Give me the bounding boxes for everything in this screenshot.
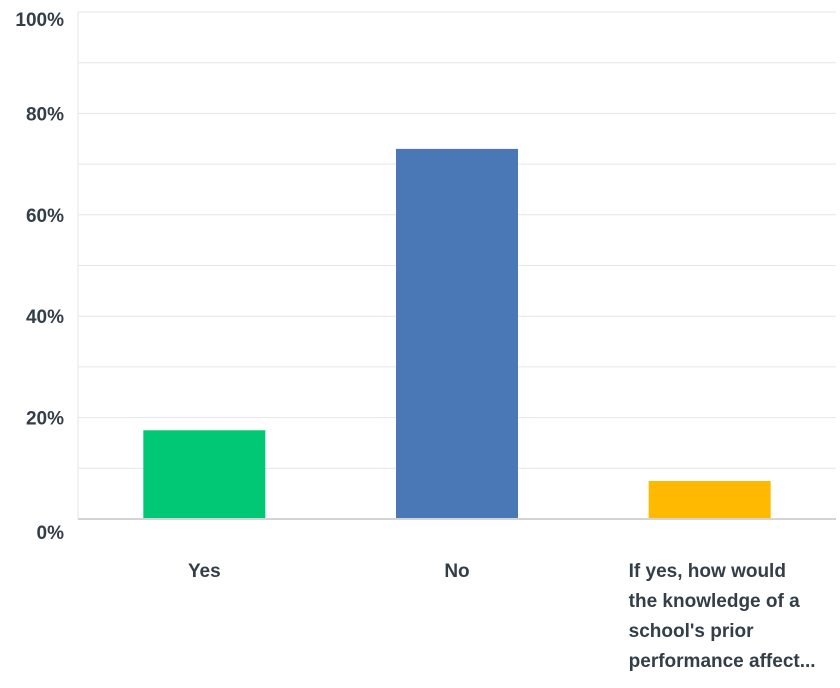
y-tick-label-60: 60% xyxy=(26,206,64,227)
y-tick-label-80: 80% xyxy=(26,104,64,125)
x-category-label-2: No xyxy=(444,561,469,582)
x-category-label-3: If yes, how would the knowledge of a schoo… xyxy=(629,561,816,672)
x-category-label-1: Yes xyxy=(188,561,221,582)
bars xyxy=(143,148,771,519)
y-tick-label-0: 0% xyxy=(37,523,65,544)
y-tick-label-40: 40% xyxy=(26,307,64,328)
y-tick-labels: 0% 20% 40% 60% 80% 100% xyxy=(15,10,64,544)
y-tick-label-100: 100% xyxy=(15,10,64,31)
bar-3 xyxy=(648,480,771,519)
x-category-labels: Yes No If yes, how would the knowledge of a… xyxy=(188,561,816,672)
bar-2 xyxy=(396,148,518,519)
bar-1 xyxy=(143,430,266,519)
y-tick-label-20: 20% xyxy=(26,409,64,430)
